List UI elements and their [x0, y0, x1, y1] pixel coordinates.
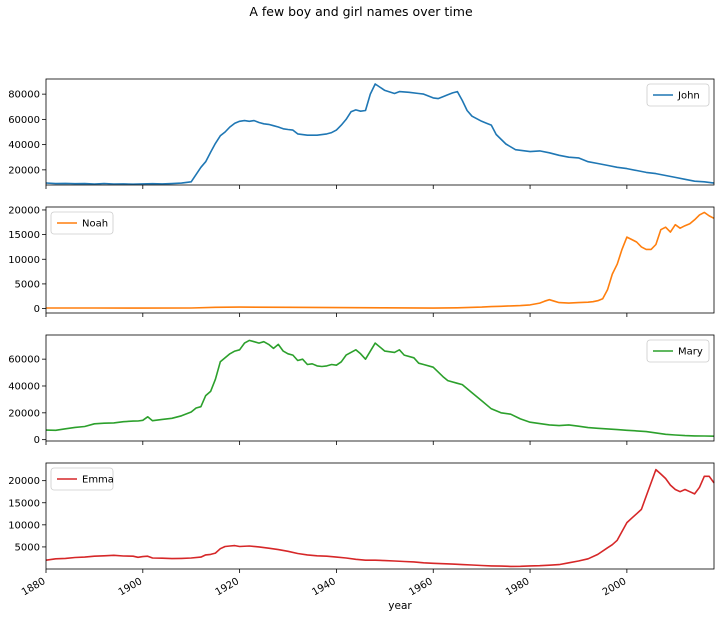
y-tick-label: 60000 [8, 115, 40, 126]
panel-mary: 0 20000 40000 60000 Mary [8, 334, 715, 446]
legend-label: Noah [82, 219, 108, 230]
axes-frame [45, 462, 715, 570]
legend-box [50, 211, 114, 235]
series-line-john [45, 83, 715, 185]
legend-mary: Mary [646, 339, 710, 363]
y-tick-label: 80000 [8, 90, 40, 101]
y-tick-label: 40000 [8, 381, 40, 392]
y-tick-label: 20000 [8, 408, 40, 419]
axes-frame [45, 206, 715, 314]
x-tick-label: 1900 [117, 576, 145, 598]
y-tick-label: 10000 [8, 520, 40, 531]
legend-john: John [646, 83, 710, 107]
panel-john: 20000 40000 60000 80000 John [8, 78, 715, 189]
legend-label: Emma [82, 475, 114, 486]
y-tick-label: 15000 [8, 230, 40, 241]
legend-noah: Noah [50, 211, 114, 235]
legend-box [50, 467, 114, 491]
axes-frame [45, 78, 715, 186]
x-tick-label: 1940 [310, 576, 338, 598]
series-line-emma [45, 468, 715, 568]
legend-label: John [677, 91, 700, 102]
y-tick-label: 20000 [8, 205, 40, 216]
x-tick-label: 1880 [20, 576, 48, 598]
legend-label: Mary [678, 347, 703, 358]
y-tick-label: 60000 [8, 355, 40, 366]
figure-title: A few boy and girl names over time [249, 4, 473, 19]
x-tick-label: 1960 [407, 576, 435, 598]
x-tick-label: 1920 [214, 576, 242, 598]
legend-box [646, 83, 710, 107]
y-tick-label: 40000 [8, 140, 40, 151]
panel-noah: 0 5000 10000 15000 20000 Noah [8, 205, 715, 317]
x-axis-label: year [388, 600, 412, 612]
series-line-mary [45, 339, 715, 437]
y-tick-label: 20000 [8, 165, 40, 176]
y-tick-label: 5000 [15, 279, 40, 290]
y-tick-label: 0 [34, 304, 40, 315]
series-line-noah [46, 211, 715, 309]
legend-emma: Emma [50, 467, 114, 491]
y-tick-label: 5000 [15, 542, 40, 553]
axes-frame [45, 334, 715, 442]
y-tick-label: 20000 [8, 476, 40, 487]
x-tick-label: 2000 [601, 576, 629, 598]
x-tick-label: 1980 [504, 576, 532, 598]
panel-emma: 5000 10000 15000 20000 Emma [8, 462, 715, 573]
y-tick-label: 0 [34, 435, 40, 446]
y-tick-label: 10000 [8, 255, 40, 266]
legend-box [646, 339, 710, 363]
y-tick-label: 15000 [8, 498, 40, 509]
